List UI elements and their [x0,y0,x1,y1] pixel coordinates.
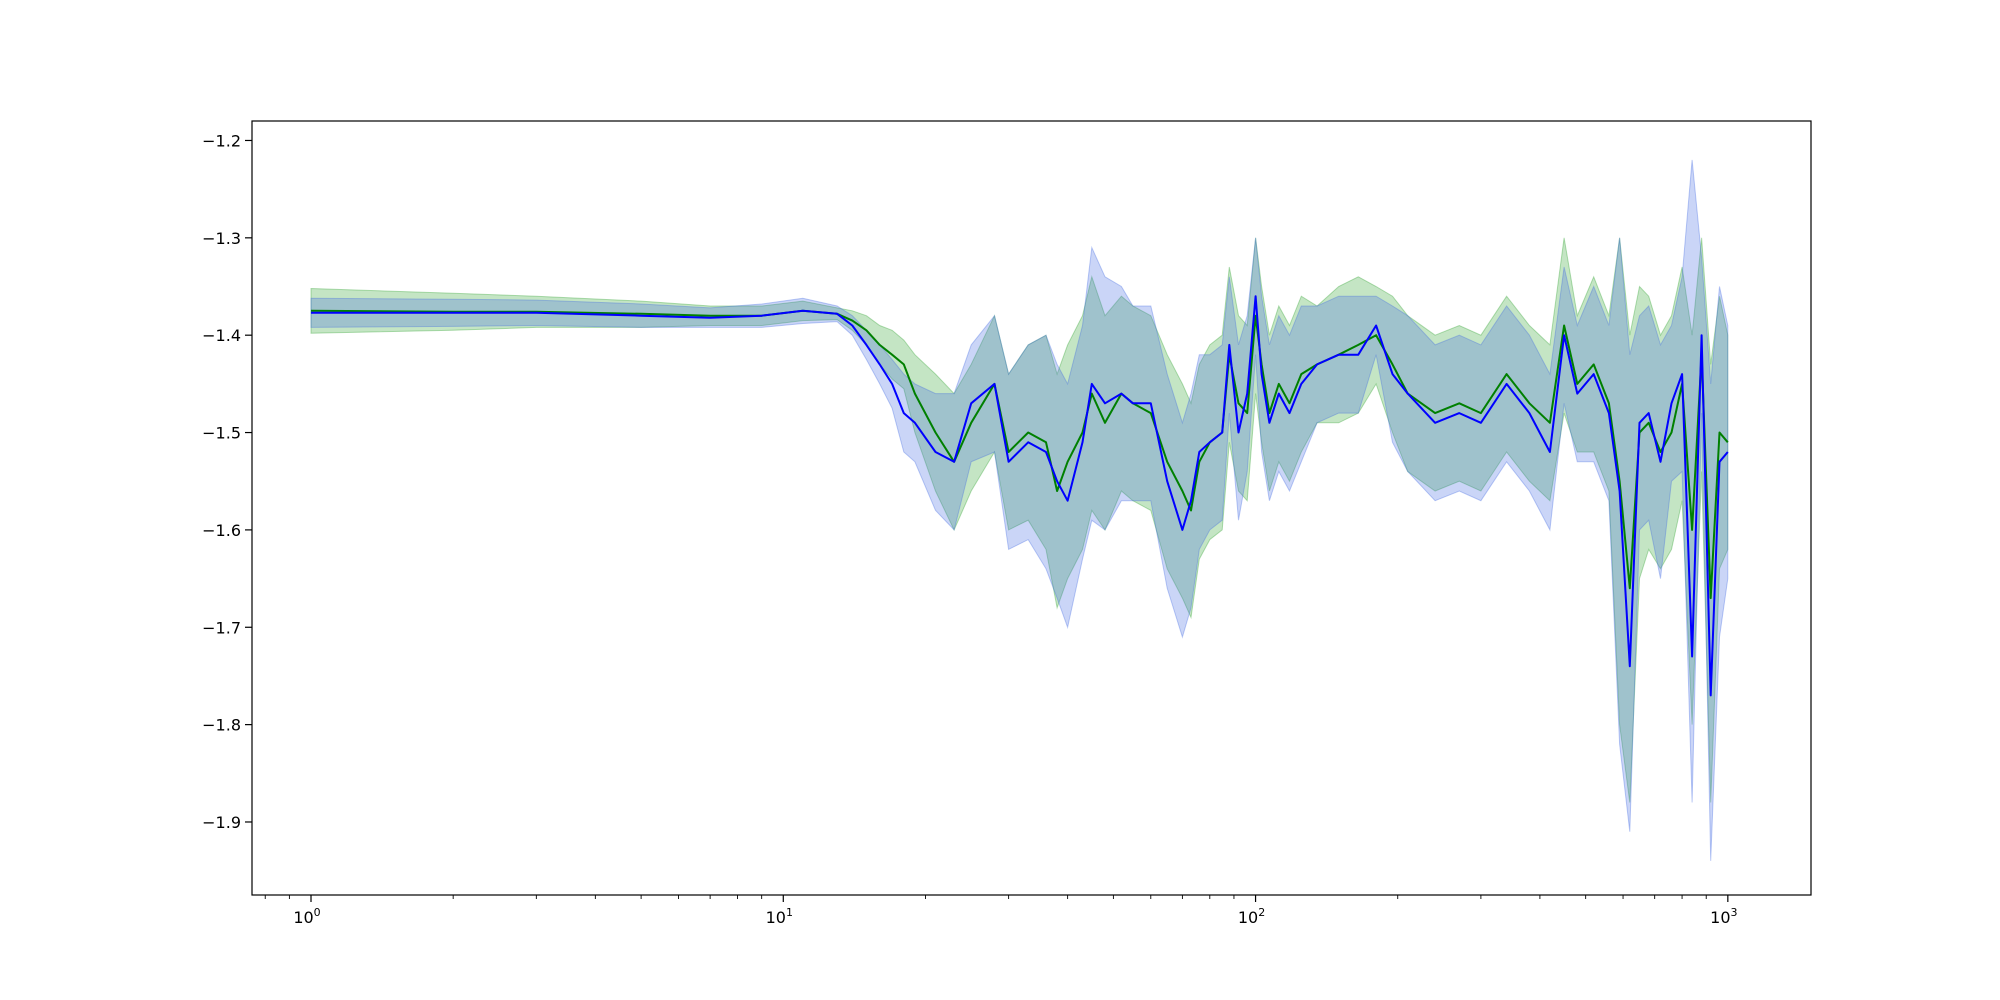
x-tick-label: 103 [1710,906,1737,927]
plot-frame [251,120,1812,896]
confidence-band-1 [310,237,1729,803]
y-tick-label: −1.6 [202,521,241,540]
x-tick-label: 101 [766,906,793,927]
confidence-bands [310,159,1729,861]
y-tick-label: −1.5 [202,424,241,443]
y-tick-label: −1.7 [202,618,241,637]
y-tick-label: −1.8 [202,716,241,735]
confidence-band-2 [310,159,1729,861]
y-tick-label: −1.3 [202,229,241,248]
series-line-2 [311,295,1729,697]
x-tick-label: 102 [1238,906,1265,927]
y-tick-label: −1.9 [202,813,241,832]
series-lines [310,295,1729,697]
y-tick-label: −1.4 [202,326,241,345]
x-tick-label: 100 [293,906,320,927]
x-axis: 100 101 102 103 [264,895,1738,927]
y-tick-label: −1.2 [202,131,241,150]
y-axis: −1.2 −1.3 −1.4 −1.5 −1.6 −1.7 −1.8 −1.9 [202,131,252,832]
series-line-1 [310,309,1729,600]
